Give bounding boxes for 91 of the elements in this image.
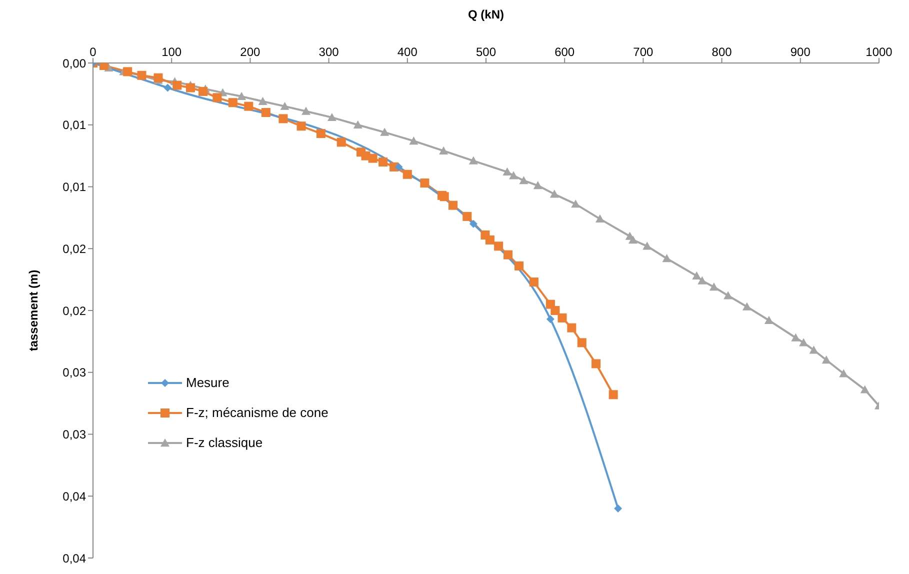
legend-label: Mesure <box>186 374 230 392</box>
y-tick-label: 0,01 <box>62 118 86 132</box>
legend-label: F-z; mécanisme de cone <box>186 404 328 422</box>
point <box>439 146 448 154</box>
point <box>258 96 268 105</box>
point <box>280 102 290 110</box>
y-tick-label: 0,04 <box>62 489 86 504</box>
point <box>198 86 208 96</box>
point <box>494 242 504 251</box>
point <box>448 200 458 210</box>
point <box>468 156 478 164</box>
y-tick-label: 0,00 <box>62 56 86 70</box>
point <box>261 108 270 117</box>
x-tick-label: 300 <box>318 45 340 59</box>
y-tick-label: 0,01 <box>62 180 86 194</box>
x-tick-label: 1000 <box>866 45 893 59</box>
x-tick-label: 100 <box>162 45 182 59</box>
point <box>571 200 580 208</box>
point <box>402 170 412 179</box>
y-tick-label: 0,02 <box>62 304 86 318</box>
point <box>244 102 254 111</box>
point <box>764 316 774 324</box>
point <box>791 333 800 342</box>
point <box>462 212 472 221</box>
point <box>628 235 638 244</box>
point <box>592 359 601 368</box>
x-tick-label: 0 <box>90 45 97 59</box>
point <box>485 235 494 244</box>
y-axis-title: tassement (m) <box>26 270 40 352</box>
point <box>378 158 388 166</box>
point <box>533 181 542 190</box>
point <box>172 80 182 90</box>
point <box>614 504 622 512</box>
x-tick-label: 800 <box>712 45 732 59</box>
y-tick-label: 0,03 <box>62 366 86 380</box>
point <box>123 67 132 76</box>
x-tick-label: 200 <box>240 45 261 59</box>
point <box>504 250 513 260</box>
point <box>237 92 246 100</box>
x-tick-label: 400 <box>397 45 418 59</box>
y-tick-label: 0,04 <box>62 551 86 566</box>
point <box>296 122 306 131</box>
point <box>380 128 390 136</box>
point <box>154 73 163 82</box>
point <box>368 154 378 163</box>
point <box>822 356 831 364</box>
point <box>316 129 326 138</box>
point <box>809 346 818 354</box>
point <box>724 291 733 300</box>
x-axis-title: Q (kN) <box>468 8 504 22</box>
point <box>860 385 870 394</box>
point <box>302 106 311 115</box>
point <box>278 114 288 124</box>
point <box>440 192 449 202</box>
point <box>692 271 702 280</box>
point <box>698 276 707 284</box>
point <box>550 306 560 315</box>
point <box>567 323 576 332</box>
point <box>228 98 238 108</box>
legend-label: F-z classique <box>186 434 263 452</box>
point <box>519 176 528 184</box>
point <box>186 83 195 92</box>
point <box>327 112 336 122</box>
point <box>558 313 567 322</box>
y-tick-label: 0,02 <box>62 242 86 256</box>
point <box>642 242 652 250</box>
point <box>742 302 752 310</box>
point <box>469 220 478 228</box>
point <box>509 171 518 180</box>
y-tick-label: 0,03 <box>62 428 86 442</box>
point <box>164 84 172 92</box>
point <box>212 93 222 102</box>
x-tick-label: 600 <box>554 45 575 59</box>
point <box>608 390 618 400</box>
point <box>546 315 554 324</box>
x-tick-label: 700 <box>633 45 654 59</box>
x-tick-label: 900 <box>790 45 811 59</box>
x-tick-label: 500 <box>476 45 496 59</box>
point <box>595 214 604 223</box>
point <box>514 261 524 270</box>
point <box>394 162 403 171</box>
point <box>662 254 672 262</box>
point <box>502 167 512 176</box>
point <box>709 282 718 291</box>
point <box>353 120 362 128</box>
point <box>577 338 586 348</box>
point <box>409 136 418 145</box>
point <box>529 278 538 287</box>
point <box>336 138 346 147</box>
point <box>550 190 559 198</box>
point <box>420 178 430 188</box>
